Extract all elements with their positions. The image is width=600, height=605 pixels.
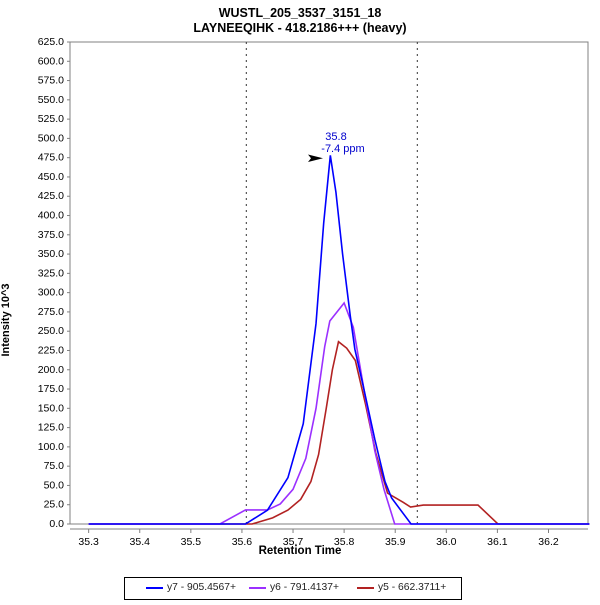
svg-text:500.0: 500.0 bbox=[38, 132, 64, 144]
svg-text:150.0: 150.0 bbox=[38, 402, 64, 414]
svg-text:250.0: 250.0 bbox=[38, 325, 64, 337]
svg-text:325.0: 325.0 bbox=[38, 267, 64, 279]
svg-text:25.0: 25.0 bbox=[44, 499, 65, 511]
svg-text:35.8: 35.8 bbox=[325, 131, 346, 143]
svg-text:275.0: 275.0 bbox=[38, 306, 64, 318]
svg-text:225.0: 225.0 bbox=[38, 344, 64, 356]
svg-text:475.0: 475.0 bbox=[38, 152, 64, 164]
svg-text:575.0: 575.0 bbox=[38, 75, 64, 87]
svg-text:75.0: 75.0 bbox=[44, 460, 65, 472]
svg-text:600.0: 600.0 bbox=[38, 55, 64, 67]
svg-text:100.0: 100.0 bbox=[38, 441, 64, 453]
svg-text:625.0: 625.0 bbox=[38, 36, 64, 48]
svg-text:550.0: 550.0 bbox=[38, 94, 64, 106]
svg-text:125.0: 125.0 bbox=[38, 422, 64, 434]
svg-text:450.0: 450.0 bbox=[38, 171, 64, 183]
svg-text:300.0: 300.0 bbox=[38, 287, 64, 299]
svg-text:50.0: 50.0 bbox=[44, 479, 65, 491]
svg-text:0.0: 0.0 bbox=[49, 518, 64, 530]
svg-text:375.0: 375.0 bbox=[38, 229, 64, 241]
svg-text:175.0: 175.0 bbox=[38, 383, 64, 395]
svg-text:350.0: 350.0 bbox=[38, 248, 64, 260]
svg-text:200.0: 200.0 bbox=[38, 364, 64, 376]
svg-text:-7.4 ppm: -7.4 ppm bbox=[321, 143, 364, 155]
svg-text:425.0: 425.0 bbox=[38, 190, 64, 202]
svg-text:525.0: 525.0 bbox=[38, 113, 64, 125]
svg-text:400.0: 400.0 bbox=[38, 210, 64, 222]
